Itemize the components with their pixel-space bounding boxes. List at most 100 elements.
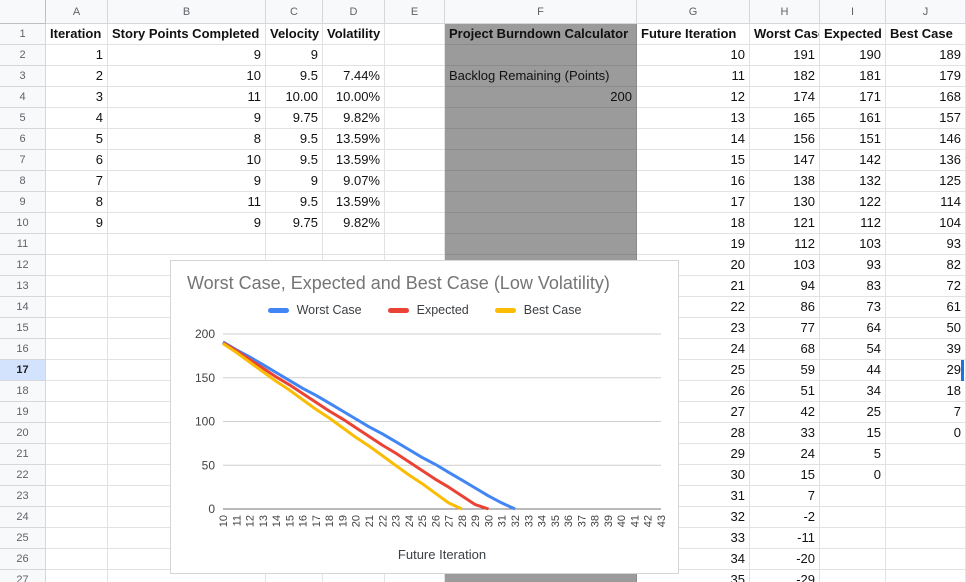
cell-C6[interactable]: 9.5 <box>266 129 323 150</box>
cell-I19[interactable]: 25 <box>820 402 886 423</box>
column-header-A[interactable]: A <box>46 0 108 24</box>
cell-J17[interactable]: 29 <box>886 360 966 381</box>
cell-A18[interactable] <box>46 381 108 402</box>
cell-E2[interactable] <box>385 45 445 66</box>
cell-B3[interactable]: 10 <box>108 66 266 87</box>
cell-B7[interactable]: 10 <box>108 150 266 171</box>
cell-J16[interactable]: 39 <box>886 339 966 360</box>
cell-B6[interactable]: 8 <box>108 129 266 150</box>
row-header-24[interactable]: 24 <box>0 507 46 528</box>
cell-I20[interactable]: 15 <box>820 423 886 444</box>
cell-I23[interactable] <box>820 486 886 507</box>
cell-J19[interactable]: 7 <box>886 402 966 423</box>
column-header-J[interactable]: J <box>886 0 966 24</box>
cell-A10[interactable]: 9 <box>46 213 108 234</box>
cell-A20[interactable] <box>46 423 108 444</box>
cell-F9[interactable] <box>445 192 637 213</box>
cell-E3[interactable] <box>385 66 445 87</box>
cell-I5[interactable]: 161 <box>820 108 886 129</box>
row-header-21[interactable]: 21 <box>0 444 46 465</box>
cell-A2[interactable]: 1 <box>46 45 108 66</box>
cell-I18[interactable]: 34 <box>820 381 886 402</box>
cell-J11[interactable]: 93 <box>886 234 966 255</box>
row-header-11[interactable]: 11 <box>0 234 46 255</box>
row-header-15[interactable]: 15 <box>0 318 46 339</box>
cell-I9[interactable]: 122 <box>820 192 886 213</box>
cell-G4[interactable]: 12 <box>637 87 750 108</box>
cell-A5[interactable]: 4 <box>46 108 108 129</box>
cell-A27[interactable] <box>46 570 108 582</box>
cell-A12[interactable] <box>46 255 108 276</box>
cell-A11[interactable] <box>46 234 108 255</box>
row-header-25[interactable]: 25 <box>0 528 46 549</box>
cell-H20[interactable]: 33 <box>750 423 820 444</box>
cell-J24[interactable] <box>886 507 966 528</box>
cell-C4[interactable]: 10.00 <box>266 87 323 108</box>
cell-A6[interactable]: 5 <box>46 129 108 150</box>
cell-B11[interactable] <box>108 234 266 255</box>
cell-H18[interactable]: 51 <box>750 381 820 402</box>
cell-H21[interactable]: 24 <box>750 444 820 465</box>
cell-H7[interactable]: 147 <box>750 150 820 171</box>
cell-J10[interactable]: 104 <box>886 213 966 234</box>
cell-G2[interactable]: 10 <box>637 45 750 66</box>
cell-A4[interactable]: 3 <box>46 87 108 108</box>
cell-D6[interactable]: 13.59% <box>323 129 385 150</box>
cell-J15[interactable]: 50 <box>886 318 966 339</box>
cell-A9[interactable]: 8 <box>46 192 108 213</box>
cell-D7[interactable]: 13.59% <box>323 150 385 171</box>
cell-A3[interactable]: 2 <box>46 66 108 87</box>
cell-J22[interactable] <box>886 465 966 486</box>
cell-I24[interactable] <box>820 507 886 528</box>
row-header-6[interactable]: 6 <box>0 129 46 150</box>
row-header-22[interactable]: 22 <box>0 465 46 486</box>
cell-A17[interactable] <box>46 360 108 381</box>
cell-I17[interactable]: 44 <box>820 360 886 381</box>
cell-H11[interactable]: 112 <box>750 234 820 255</box>
cell-E8[interactable] <box>385 171 445 192</box>
cell-J13[interactable]: 72 <box>886 276 966 297</box>
row-header-2[interactable]: 2 <box>0 45 46 66</box>
cell-E5[interactable] <box>385 108 445 129</box>
row-header-12[interactable]: 12 <box>0 255 46 276</box>
cell-J5[interactable]: 157 <box>886 108 966 129</box>
row-header-7[interactable]: 7 <box>0 150 46 171</box>
cell-F4[interactable]: 200 <box>445 87 637 108</box>
cell-B2[interactable]: 9 <box>108 45 266 66</box>
cell-H26[interactable]: -20 <box>750 549 820 570</box>
cell-D8[interactable]: 9.07% <box>323 171 385 192</box>
row-header-14[interactable]: 14 <box>0 297 46 318</box>
cell-H22[interactable]: 15 <box>750 465 820 486</box>
row-header-23[interactable]: 23 <box>0 486 46 507</box>
column-header-G[interactable]: G <box>637 0 750 24</box>
cell-C5[interactable]: 9.75 <box>266 108 323 129</box>
cell-I21[interactable]: 5 <box>820 444 886 465</box>
cell-B5[interactable]: 9 <box>108 108 266 129</box>
cell-H13[interactable]: 94 <box>750 276 820 297</box>
cell-C10[interactable]: 9.75 <box>266 213 323 234</box>
cell-E4[interactable] <box>385 87 445 108</box>
cell-H27[interactable]: -29 <box>750 570 820 582</box>
cell-H24[interactable]: -2 <box>750 507 820 528</box>
burndown-chart[interactable]: Worst Case, Expected and Best Case (Low … <box>170 260 679 574</box>
row-header-27[interactable]: 27 <box>0 570 46 582</box>
cell-C8[interactable]: 9 <box>266 171 323 192</box>
cell-A25[interactable] <box>46 528 108 549</box>
cell-F3[interactable]: Backlog Remaining (Points) <box>445 66 637 87</box>
cell-D9[interactable]: 13.59% <box>323 192 385 213</box>
cell-B1[interactable]: Story Points Completed <box>108 24 266 45</box>
cell-H12[interactable]: 103 <box>750 255 820 276</box>
row-header-17[interactable]: 17 <box>0 360 46 381</box>
cell-H16[interactable]: 68 <box>750 339 820 360</box>
cell-G7[interactable]: 15 <box>637 150 750 171</box>
cell-H1[interactable]: Worst Case <box>750 24 820 45</box>
cell-J7[interactable]: 136 <box>886 150 966 171</box>
cell-A13[interactable] <box>46 276 108 297</box>
cell-I13[interactable]: 83 <box>820 276 886 297</box>
cell-I15[interactable]: 64 <box>820 318 886 339</box>
cell-F5[interactable] <box>445 108 637 129</box>
cell-G11[interactable]: 19 <box>637 234 750 255</box>
cell-J8[interactable]: 125 <box>886 171 966 192</box>
cell-I14[interactable]: 73 <box>820 297 886 318</box>
cell-D11[interactable] <box>323 234 385 255</box>
